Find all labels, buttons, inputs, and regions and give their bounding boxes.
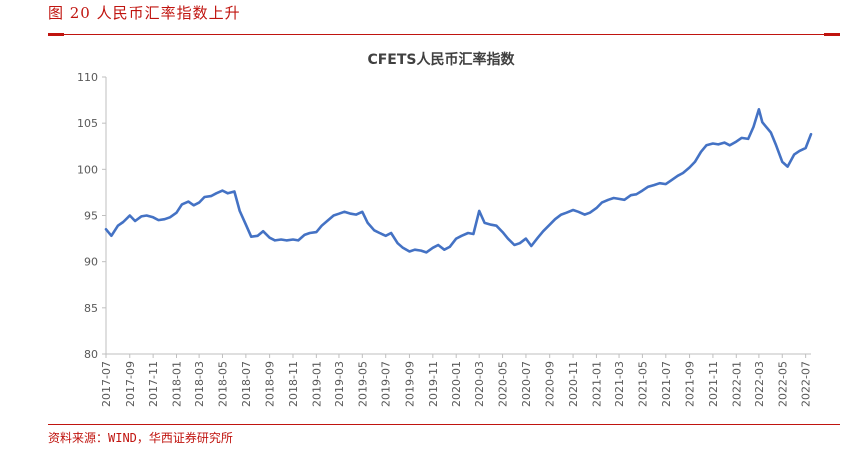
x-tick-label: 2018-11 bbox=[287, 361, 300, 407]
x-tick-label: 2019-01 bbox=[310, 361, 323, 407]
x-tick-label: 2021-07 bbox=[660, 361, 673, 407]
x-tick-label: 2021-11 bbox=[707, 361, 720, 407]
x-tick-label: 2019-09 bbox=[403, 361, 416, 407]
x-tick-label: 2020-11 bbox=[567, 361, 580, 407]
y-tick-label: 85 bbox=[84, 302, 98, 315]
chart-axes bbox=[105, 77, 811, 355]
x-tick-label: 2018-07 bbox=[240, 361, 253, 407]
series-line bbox=[104, 108, 813, 254]
figure-title: 图 20 人民币汇率指数上升 bbox=[48, 4, 241, 22]
plot-area bbox=[104, 108, 813, 254]
x-tick-label: 2020-03 bbox=[473, 361, 486, 407]
x-tick-label: 2022-07 bbox=[800, 361, 813, 407]
source-note: 资料来源：WIND，华西证券研究所 bbox=[48, 431, 233, 445]
x-tick-label: 2021-01 bbox=[590, 361, 603, 407]
top-rule-left-accent bbox=[48, 33, 64, 36]
x-tick-label: 2018-03 bbox=[193, 361, 206, 407]
x-tick-label: 2017-11 bbox=[147, 361, 160, 407]
x-tick-label: 2020-05 bbox=[497, 361, 510, 407]
x-axis-ticks: 2017-07 2017-09 2017-11 2018-01 2018-03 2018-… bbox=[100, 354, 813, 407]
x-tick-label: 2022-05 bbox=[776, 361, 789, 407]
x-tick-label: 2019-03 bbox=[333, 361, 346, 407]
top-rule bbox=[48, 34, 840, 35]
x-tick-label: 2020-07 bbox=[520, 361, 533, 407]
y-tick-label: 95 bbox=[84, 210, 98, 223]
x-tick-label: 2021-05 bbox=[636, 361, 649, 407]
x-tick-label: 2019-05 bbox=[356, 361, 369, 407]
y-tick-label: 100 bbox=[77, 163, 98, 176]
x-tick-label: 2018-09 bbox=[264, 361, 277, 407]
y-tick-label: 90 bbox=[84, 256, 98, 269]
x-tick-label: 2022-01 bbox=[730, 361, 743, 407]
bottom-rule bbox=[48, 424, 840, 425]
x-tick-label: 2019-07 bbox=[380, 361, 393, 407]
x-tick-label: 2018-01 bbox=[171, 361, 184, 407]
x-tick-label: 2017-07 bbox=[100, 361, 113, 407]
x-tick-label: 2021-03 bbox=[613, 361, 626, 407]
y-tick-label: 110 bbox=[77, 71, 98, 84]
x-tick-label: 2022-03 bbox=[753, 361, 766, 407]
x-tick-label: 2017-09 bbox=[124, 361, 137, 407]
y-tick-label: 105 bbox=[77, 117, 98, 130]
x-tick-label: 2019-11 bbox=[427, 361, 440, 407]
top-rule-right-accent bbox=[824, 33, 840, 36]
x-tick-label: 2020-01 bbox=[450, 361, 463, 407]
y-tick-label: 80 bbox=[84, 348, 98, 361]
x-tick-label: 2021-09 bbox=[684, 361, 697, 407]
y-axis-ticks: 80 85 90 95 100 105 110 bbox=[77, 71, 106, 361]
chart-title: CFETS人民币汇率指数 bbox=[367, 51, 515, 68]
x-tick-label: 2018-05 bbox=[216, 361, 229, 407]
x-tick-label: 2020-09 bbox=[544, 361, 557, 407]
